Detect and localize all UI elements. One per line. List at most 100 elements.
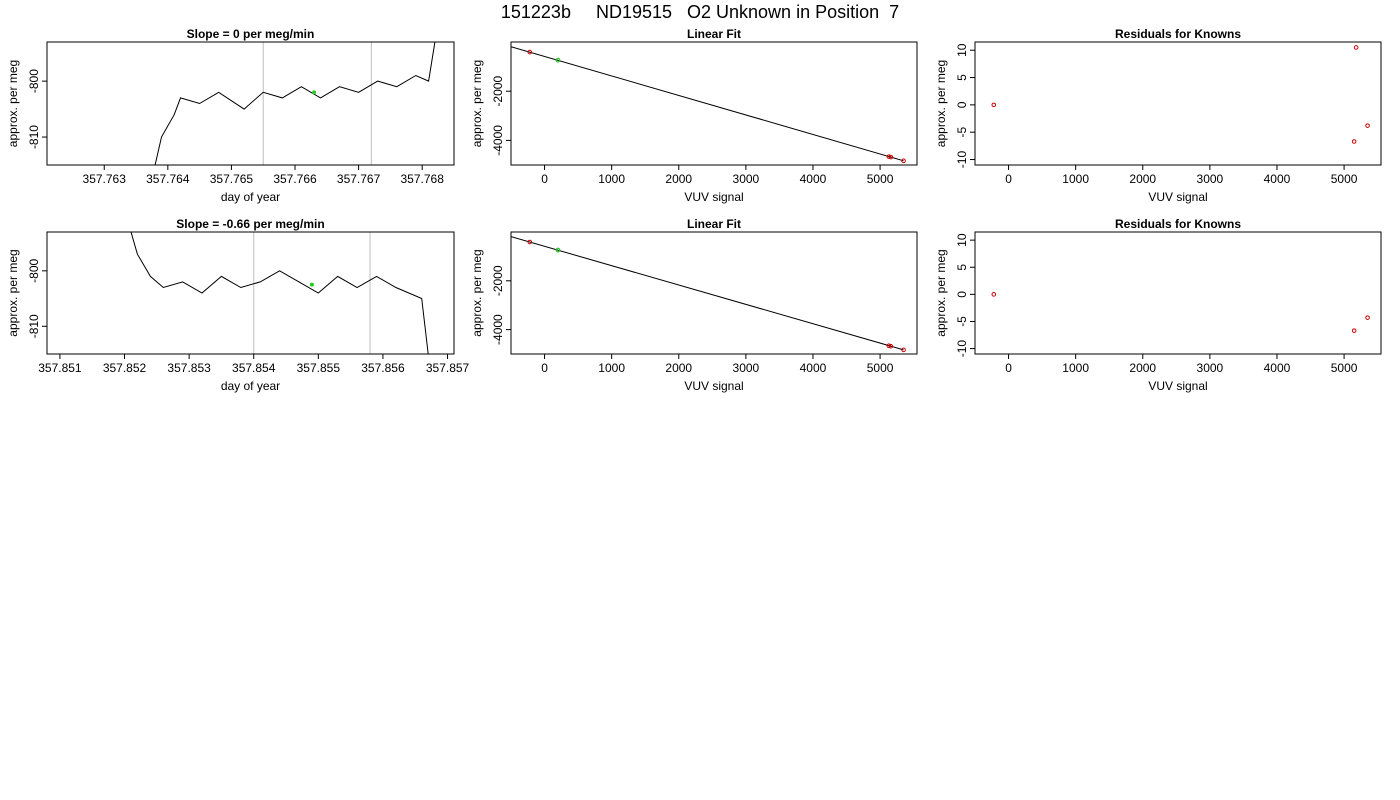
x-axis-label: VUV signal bbox=[1148, 379, 1207, 393]
fit-line bbox=[511, 46, 904, 162]
panel-title: Slope = 0 per meg/min bbox=[187, 27, 315, 41]
x-tick-label: 2000 bbox=[665, 361, 692, 375]
unknown-point bbox=[309, 282, 314, 287]
plot-frame bbox=[974, 231, 1382, 355]
known-point bbox=[901, 347, 906, 353]
y-axis-label: approx. per meg bbox=[6, 249, 20, 336]
x-tick-label: 3000 bbox=[733, 172, 760, 186]
panel-title: Linear Fit bbox=[687, 217, 741, 231]
y-tick-label: 10 bbox=[955, 43, 969, 57]
x-tick-label: 0 bbox=[541, 172, 548, 186]
known-point bbox=[886, 154, 892, 159]
panel-title: Slope = -0.66 per meg/min bbox=[176, 217, 324, 231]
y-tick-label: -800 bbox=[27, 258, 41, 282]
panel-2: Linear Fit 0 1000 2000 3000 4000 5000 -4000 -200… bbox=[470, 27, 918, 204]
panel-1: Slope = 0 per meg/min 357.763 357.764 357.7… bbox=[6, 27, 455, 204]
y-tick-label: -5 bbox=[955, 316, 969, 327]
x-tick-label: 3000 bbox=[1197, 172, 1224, 186]
y-axis-label: approx. per meg bbox=[470, 60, 484, 147]
figure-title: 151223b ND19515 O2 Unknown in Position 7 bbox=[500, 2, 900, 22]
y-tick-label: -810 bbox=[27, 314, 41, 338]
x-tick-label: 357.851 bbox=[38, 361, 82, 375]
series-line bbox=[154, 42, 436, 165]
x-axis-label: day of year bbox=[221, 190, 280, 204]
unknown-point bbox=[555, 247, 561, 253]
y-tick-label: -4000 bbox=[491, 314, 505, 345]
x-tick-label: 357.857 bbox=[426, 361, 470, 375]
x-tick-label: 5000 bbox=[1331, 361, 1358, 375]
series-line bbox=[130, 232, 429, 354]
x-axis-label: VUV signal bbox=[1148, 190, 1207, 204]
x-tick-label: 3000 bbox=[733, 361, 760, 375]
known-point bbox=[888, 343, 894, 349]
panel-3: Residuals for Knowns 0 1000 2000 3000 4000 500… bbox=[934, 27, 1382, 204]
y-tick-label: -4000 bbox=[491, 125, 505, 156]
y-axis-label: approx. per meg bbox=[934, 249, 948, 336]
plot-area bbox=[991, 45, 1370, 144]
x-tick-label: 357.852 bbox=[103, 361, 147, 375]
plot-frame bbox=[974, 41, 1382, 166]
known-point bbox=[991, 102, 997, 108]
y-tick-label: -810 bbox=[27, 125, 41, 149]
x-tick-label: 0 bbox=[1005, 172, 1012, 186]
x-tick-label: 357.855 bbox=[297, 361, 341, 375]
y-axis-label: approx. per meg bbox=[470, 249, 484, 336]
panel-title: Residuals for Knowns bbox=[1115, 27, 1241, 41]
known-point bbox=[888, 154, 894, 160]
known-point bbox=[1365, 315, 1370, 320]
x-tick-label: 2000 bbox=[1129, 172, 1156, 186]
y-tick-label: 0 bbox=[955, 291, 969, 298]
x-tick-label: 4000 bbox=[1264, 361, 1291, 375]
y-tick-label: -2000 bbox=[491, 265, 505, 296]
plot-frame bbox=[46, 231, 455, 355]
x-tick-label: 4000 bbox=[800, 172, 827, 186]
plot-frame bbox=[510, 41, 918, 166]
x-tick-label: 357.853 bbox=[167, 361, 211, 375]
y-axis-label: approx. per meg bbox=[6, 60, 20, 147]
x-tick-label: 357.767 bbox=[337, 172, 381, 186]
known-point bbox=[991, 292, 997, 297]
known-point bbox=[527, 49, 533, 55]
x-axis-label: VUV signal bbox=[684, 379, 743, 393]
y-tick-label: -2000 bbox=[491, 76, 505, 107]
x-tick-label: 3000 bbox=[1197, 361, 1224, 375]
panel-6: Residuals for Knowns 0 1000 2000 3000 4000 500… bbox=[934, 217, 1382, 393]
known-point bbox=[901, 158, 906, 164]
plot-area bbox=[991, 292, 1370, 333]
x-tick-label: 5000 bbox=[867, 361, 894, 375]
x-axis-label: VUV signal bbox=[684, 190, 743, 204]
x-tick-label: 357.764 bbox=[146, 172, 190, 186]
y-tick-label: -10 bbox=[955, 340, 969, 358]
plot-area bbox=[154, 42, 436, 165]
x-tick-label: 1000 bbox=[598, 361, 625, 375]
known-point bbox=[1353, 45, 1359, 50]
known-point bbox=[1351, 139, 1357, 144]
y-tick-label: 0 bbox=[955, 101, 969, 108]
plot-area bbox=[511, 236, 906, 353]
x-tick-label: 4000 bbox=[800, 361, 827, 375]
x-tick-label: 357.856 bbox=[361, 361, 405, 375]
x-tick-label: 5000 bbox=[1331, 172, 1358, 186]
x-tick-label: 357.854 bbox=[232, 361, 276, 375]
x-tick-label: 4000 bbox=[1264, 172, 1291, 186]
x-tick-label: 1000 bbox=[598, 172, 625, 186]
plot-area bbox=[130, 232, 429, 354]
y-tick-label: -5 bbox=[955, 127, 969, 138]
x-axis-label: day of year bbox=[221, 379, 280, 393]
x-tick-label: 357.768 bbox=[401, 172, 445, 186]
y-tick-label: -10 bbox=[955, 151, 969, 169]
x-tick-label: 1000 bbox=[1062, 172, 1089, 186]
x-tick-label: 5000 bbox=[867, 172, 894, 186]
y-tick-label: -800 bbox=[27, 69, 41, 93]
x-tick-label: 1000 bbox=[1062, 361, 1089, 375]
panel-title: Linear Fit bbox=[687, 27, 741, 41]
known-point bbox=[886, 343, 892, 349]
panel-title: Residuals for Knowns bbox=[1115, 217, 1241, 231]
known-point bbox=[1365, 123, 1370, 128]
known-point bbox=[527, 239, 533, 245]
plot-frame bbox=[510, 231, 918, 355]
x-tick-label: 2000 bbox=[665, 172, 692, 186]
plot-area bbox=[511, 46, 906, 164]
x-tick-label: 0 bbox=[1005, 361, 1012, 375]
